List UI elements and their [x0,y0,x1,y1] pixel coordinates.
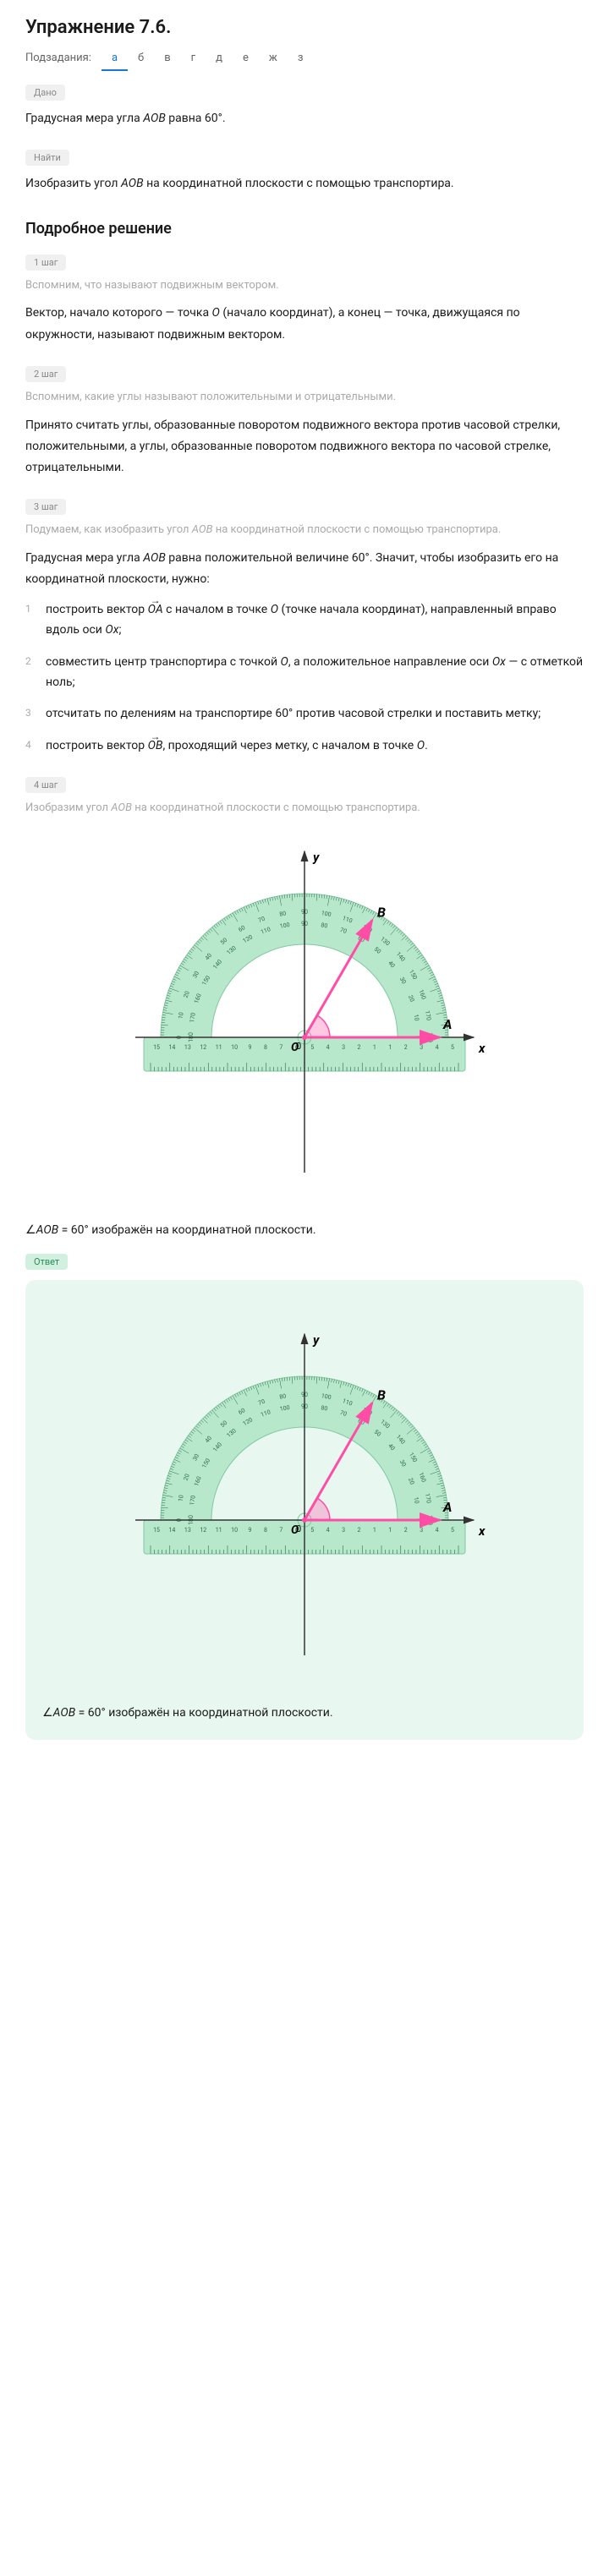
svg-text:5: 5 [451,1044,454,1051]
svg-text:4: 4 [326,1044,330,1051]
svg-text:1: 1 [388,1527,392,1534]
svg-text:3: 3 [342,1044,345,1051]
step-badge: 4 шаг [25,777,66,793]
svg-text:B: B [377,1386,386,1403]
svg-text:14: 14 [168,1527,175,1534]
figure-caption: ∠AOB = 60° изображён на координатной пло… [25,1223,584,1237]
svg-text:8: 8 [264,1527,267,1534]
svg-text:80: 80 [321,922,328,929]
step-2: 2 шаг Вспомним, какие углы называют полож… [25,366,584,479]
svg-text:8: 8 [264,1044,267,1051]
svg-text:1: 1 [373,1044,376,1051]
svg-text:A: A [442,1016,452,1032]
svg-text:5: 5 [310,1527,314,1534]
tab-е[interactable]: е [233,46,259,71]
solution-title: Подробное решение [25,220,584,238]
svg-text:10: 10 [231,1044,238,1051]
tab-д[interactable]: д [206,46,233,71]
svg-text:12: 12 [200,1527,206,1534]
tab-в[interactable]: в [154,46,180,71]
svg-text:A: A [442,1499,452,1515]
svg-text:x: x [478,1041,486,1056]
svg-text:2: 2 [358,1527,361,1534]
step-4: 4 шаг Изобразим угол AOB на координатной … [25,777,584,818]
step-badge: 2 шаг [25,366,66,382]
list-item: отсчитать по делениям на транспортире 60… [46,704,584,725]
tab-а[interactable]: а [102,46,128,71]
svg-text:13: 13 [184,1044,191,1051]
find-badge: Найти [25,150,69,166]
answer-badge: Ответ [25,1254,68,1270]
step-badge: 1 шаг [25,254,66,271]
svg-text:13: 13 [184,1527,191,1534]
svg-text:5: 5 [451,1527,454,1534]
svg-text:10: 10 [412,1496,420,1504]
step-body: Вектор, начало которого — точка O (начал… [25,303,584,345]
svg-text:11: 11 [216,1044,222,1051]
solution-figure: 1514131211109876543211234501020304050607… [25,834,584,1190]
svg-text:10: 10 [412,1014,420,1021]
step-hint: Изобразим угол AOB на координатной плоск… [25,800,584,818]
svg-text:7: 7 [279,1527,283,1534]
answer-caption: ∠AOB = 60° изображён на координатной пло… [42,1706,567,1720]
tab-г[interactable]: г [181,46,206,71]
list-item: совместить центр транспортира с точкой O… [46,653,584,693]
find-text: Изобразить угол AOB на координатной плос… [25,174,584,194]
svg-text:4: 4 [326,1527,330,1534]
svg-text:3: 3 [420,1527,423,1534]
answer-box: 1514131211109876543211234501020304050607… [25,1280,584,1740]
svg-text:0: 0 [296,1041,301,1052]
tab-з[interactable]: з [288,46,314,71]
step-hint: Вспомним, какие углы называют положитель… [25,389,584,407]
svg-text:80: 80 [321,1404,328,1412]
svg-text:80: 80 [279,1392,287,1400]
exercise-title: Упражнение 7.6. [25,17,584,38]
answer-figure: 1514131211109876543211234501020304050607… [42,1317,567,1672]
list-item: построить вектор OB, проходящий через ме… [46,736,584,757]
step-body: Градусная мера угла AOB равна положитель… [25,548,584,757]
svg-text:80: 80 [279,910,287,917]
find-block: Найти Изобразить угол AOB на координатно… [25,150,584,194]
svg-text:10: 10 [177,1012,184,1020]
svg-text:3: 3 [420,1044,423,1051]
subtabs: Подзадания: абвгдежз [25,52,584,64]
given-badge: Дано [25,85,65,101]
svg-text:0: 0 [296,1523,301,1534]
given-block: Дано Градусная мера угла AOB равна 60°. [25,85,584,129]
tab-б[interactable]: б [128,46,154,71]
svg-text:2: 2 [404,1527,408,1534]
svg-text:12: 12 [200,1044,206,1051]
svg-text:9: 9 [249,1527,252,1534]
step-hint: Подумаем, как изобразить угол AOB на коо… [25,522,584,539]
svg-text:11: 11 [216,1527,222,1534]
svg-text:2: 2 [404,1044,408,1051]
svg-text:x: x [478,1523,486,1539]
svg-text:9: 9 [249,1044,252,1051]
svg-text:15: 15 [153,1527,160,1534]
svg-text:7: 7 [279,1044,283,1051]
list-item: построить вектор OA с началом в точке O … [46,600,584,641]
svg-text:y: y [312,850,320,865]
svg-text:4: 4 [436,1044,439,1051]
svg-text:4: 4 [436,1527,439,1534]
svg-text:y: y [312,1332,320,1348]
svg-text:1: 1 [373,1527,376,1534]
svg-text:15: 15 [153,1044,160,1051]
given-text: Градусная мера угла AOB равна 60°. [25,109,584,129]
svg-text:3: 3 [342,1527,345,1534]
svg-text:2: 2 [358,1044,361,1051]
subtabs-label: Подзадания: [25,52,91,64]
step-badge: 3 шаг [25,499,66,515]
step-body: Принято считать углы, образованные повор… [25,415,584,479]
svg-text:5: 5 [310,1044,314,1051]
step-hint: Вспомним, что называют подвижным векторо… [25,277,584,295]
svg-text:1: 1 [388,1044,392,1051]
svg-text:10: 10 [231,1527,238,1534]
tab-ж[interactable]: ж [259,46,288,71]
svg-text:B: B [377,904,386,920]
svg-text:14: 14 [168,1044,175,1051]
step-1: 1 шаг Вспомним, что называют подвижным ве… [25,254,584,346]
step-3: 3 шаг Подумаем, как изобразить угол AOB н… [25,499,584,757]
svg-text:10: 10 [177,1495,184,1502]
